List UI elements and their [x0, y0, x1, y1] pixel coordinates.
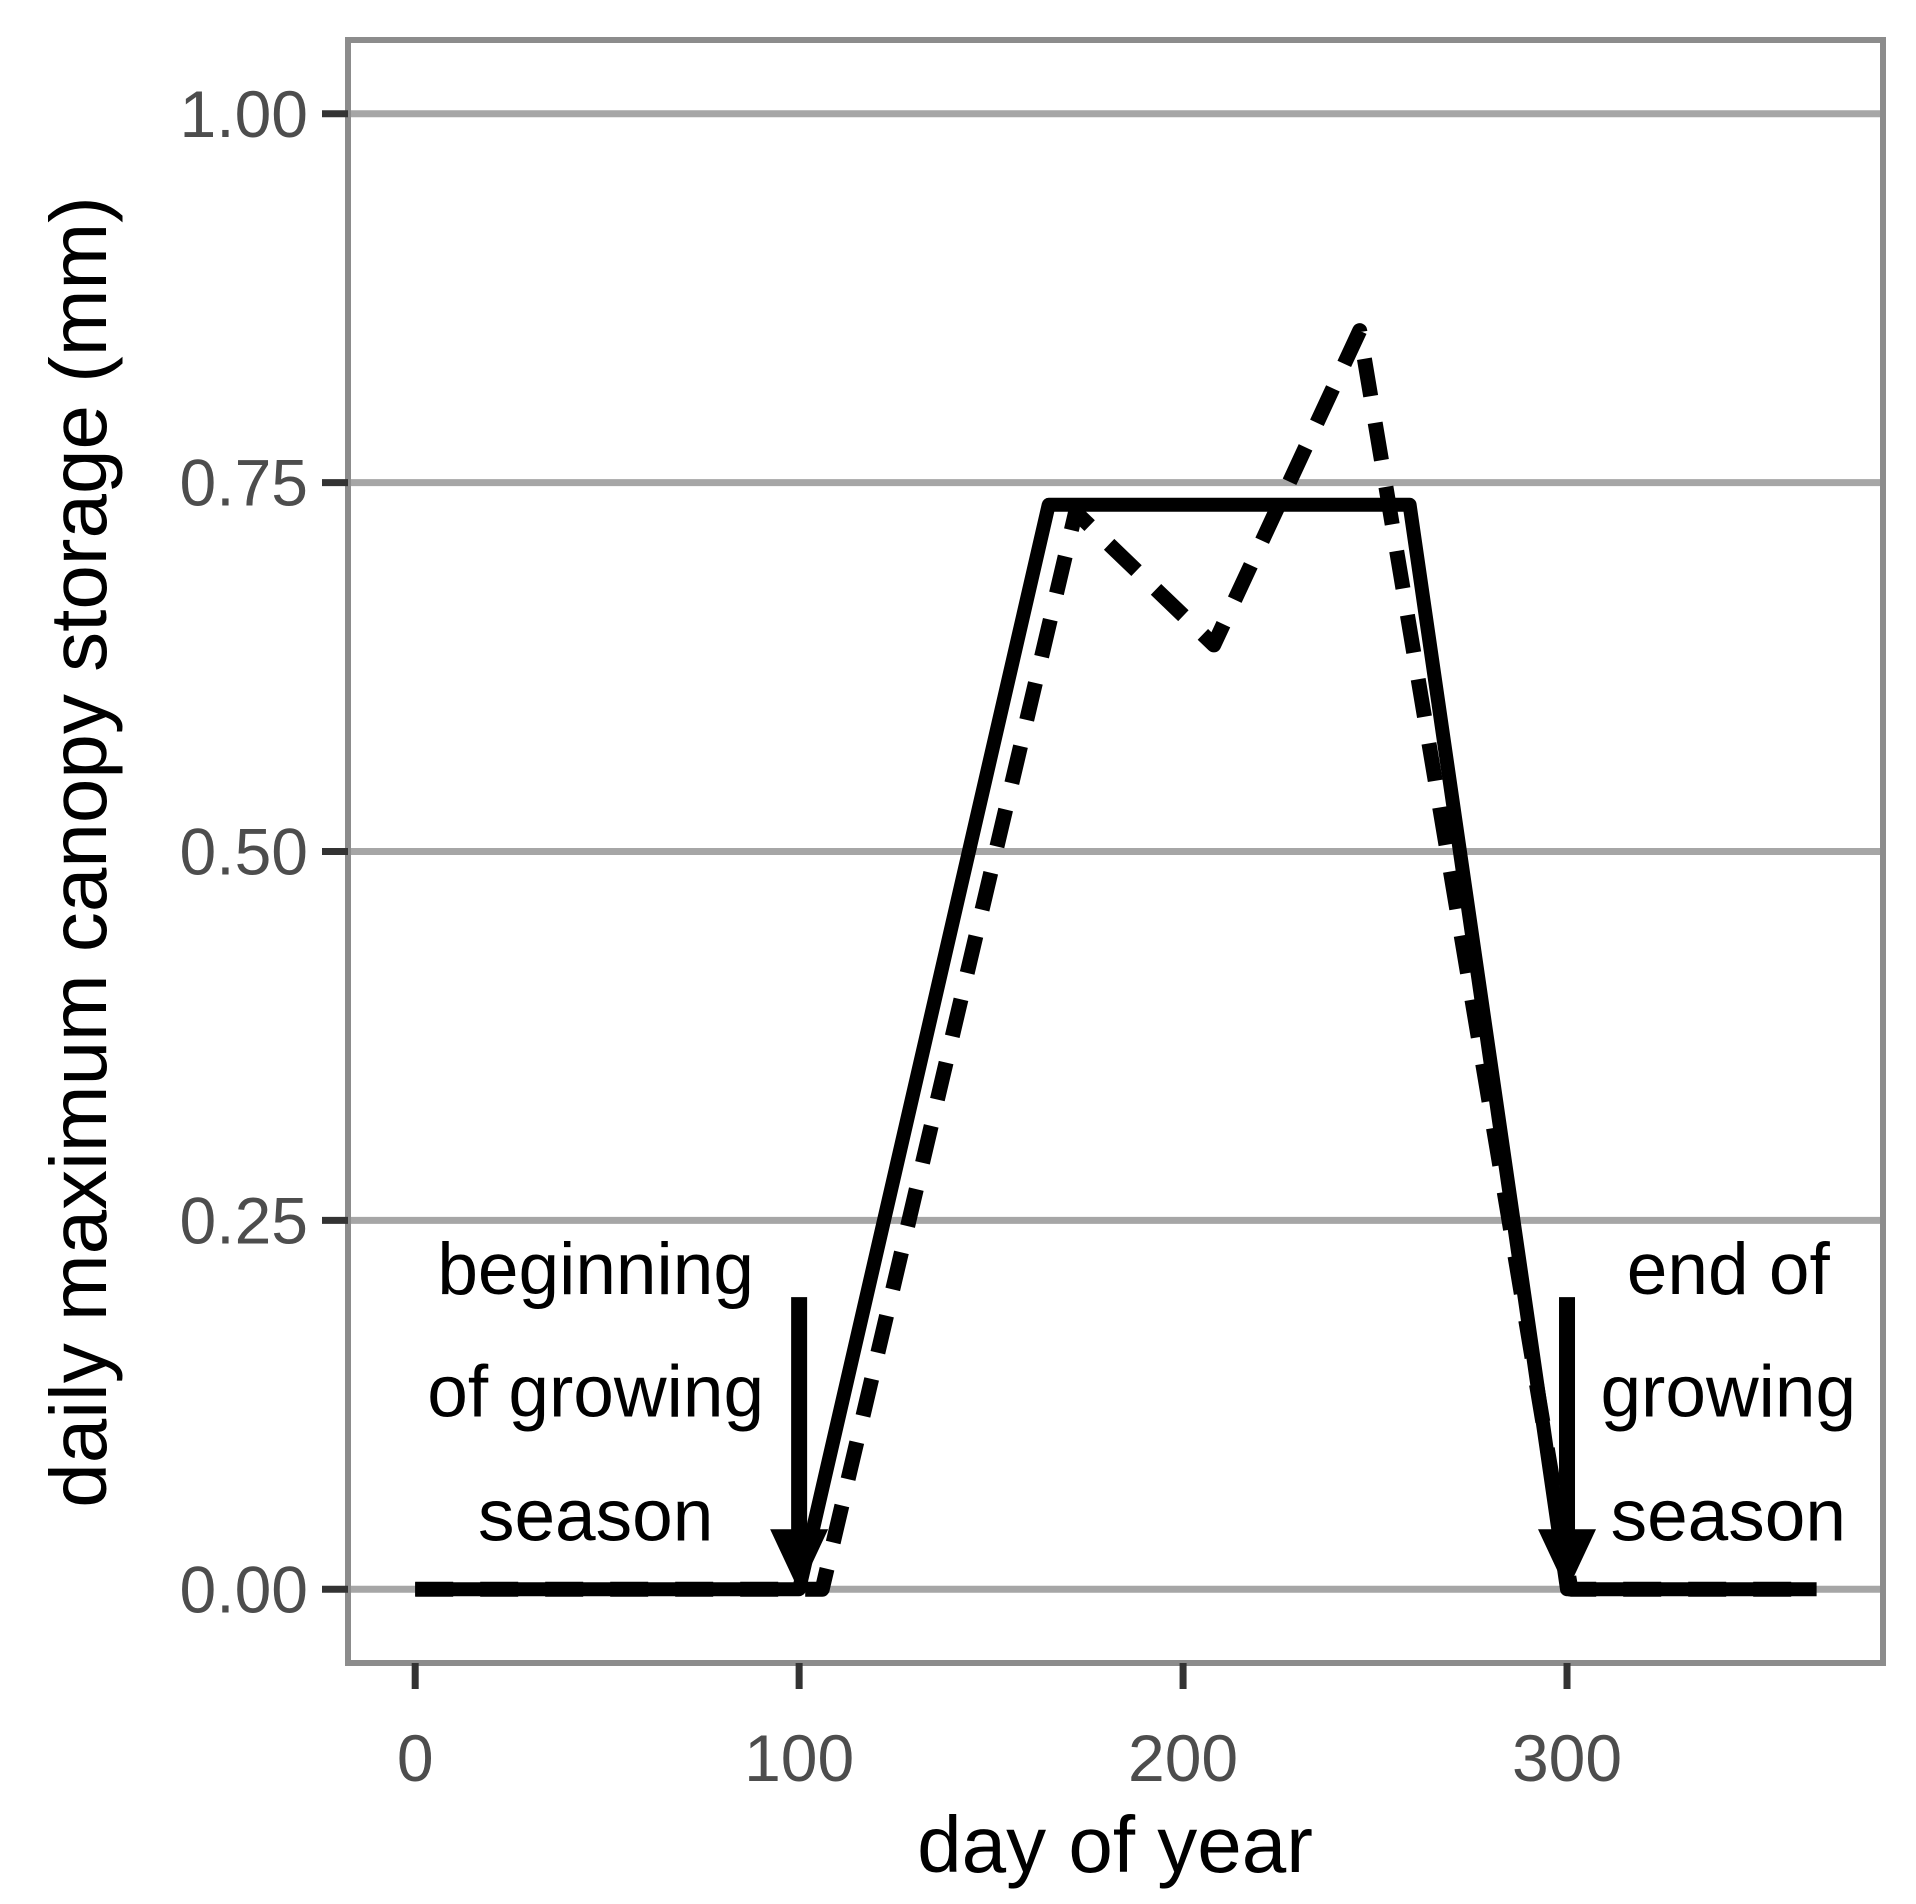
annotation-beginning-of-growing-season: beginning of growing season — [427, 1229, 829, 1592]
x-tick-label-200: 200 — [1128, 1721, 1238, 1795]
x-tick-label-100: 100 — [744, 1721, 854, 1795]
annotation-text-line: beginning — [437, 1229, 754, 1310]
y-tick-label-1.00: 1.00 — [180, 77, 308, 151]
annotation-text-line: season — [1611, 1476, 1846, 1557]
annotation-text-line: growing — [1600, 1352, 1856, 1433]
y-axis-title: daily maximum canopy storage (mm) — [34, 196, 123, 1507]
y-tick-label-0.00: 0.00 — [180, 1552, 308, 1626]
annotation-text-line: end of — [1627, 1229, 1831, 1310]
annotation-text-line: of growing — [427, 1352, 764, 1433]
y-tick-label-0.50: 0.50 — [180, 815, 308, 889]
x-tick-label-300: 300 — [1512, 1721, 1622, 1795]
y-tick-label-0.75: 0.75 — [180, 446, 308, 520]
x-tick-label-0: 0 — [397, 1721, 434, 1795]
x-axis-title: day of year — [917, 1800, 1313, 1889]
annotation-arrow-head-down — [770, 1529, 829, 1592]
ticks-layer: 0.00 0.25 0.50 0.75 1.00 0 100 200 300 — [180, 77, 1623, 1795]
series-solid-line — [415, 497, 1817, 1597]
annotation-arrow-head-down — [1538, 1529, 1597, 1592]
annotations-layer: beginning of growing season end of growing se… — [427, 1229, 1856, 1592]
series-dashed-line — [415, 323, 1817, 1597]
annotation-text-line: season — [478, 1476, 713, 1557]
annotation-end-of-growing-season: end of growing season — [1538, 1229, 1856, 1592]
y-tick-label-0.25: 0.25 — [180, 1183, 308, 1257]
series-layer — [415, 323, 1817, 1597]
